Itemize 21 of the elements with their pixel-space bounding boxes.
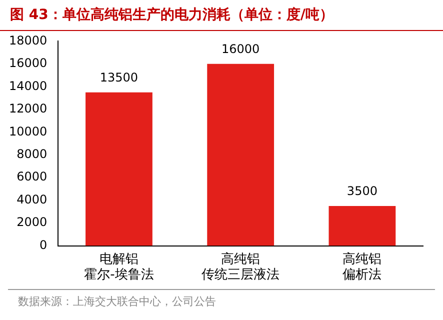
x-tick-label: 高纯铝传统三层液法: [202, 250, 280, 283]
y-tick-label: 8000: [16, 146, 48, 161]
y-tick-label: 0: [40, 238, 48, 252]
y-tick-label: 12000: [8, 102, 48, 116]
y-tick-label: 10000: [8, 124, 48, 138]
bar: [328, 206, 396, 246]
x-tick-label: 高纯铝偏析法: [342, 250, 382, 283]
y-tick-label: 4000: [16, 192, 48, 206]
bar: [86, 92, 152, 246]
data-label: 16000: [221, 42, 260, 56]
data-label: 3500: [346, 184, 378, 198]
y-tick-label: 14000: [8, 78, 48, 93]
bar: [207, 64, 274, 246]
x-tick-label: 电解铝霍尔-埃鲁法: [84, 252, 154, 283]
data-label: 13500: [100, 70, 138, 84]
y-tick-label: 6000: [16, 170, 48, 184]
y-tick-label: 16000: [8, 56, 48, 70]
chart-title: 图 43：单位高纯铝生产的电力消耗（单位：度/吨）: [0, 0, 443, 31]
y-tick-label: 2000: [16, 215, 48, 230]
y-tick-label: 18000: [8, 33, 48, 48]
source-note: 数据来源：上海交大联合中心，公司公告: [8, 289, 435, 313]
